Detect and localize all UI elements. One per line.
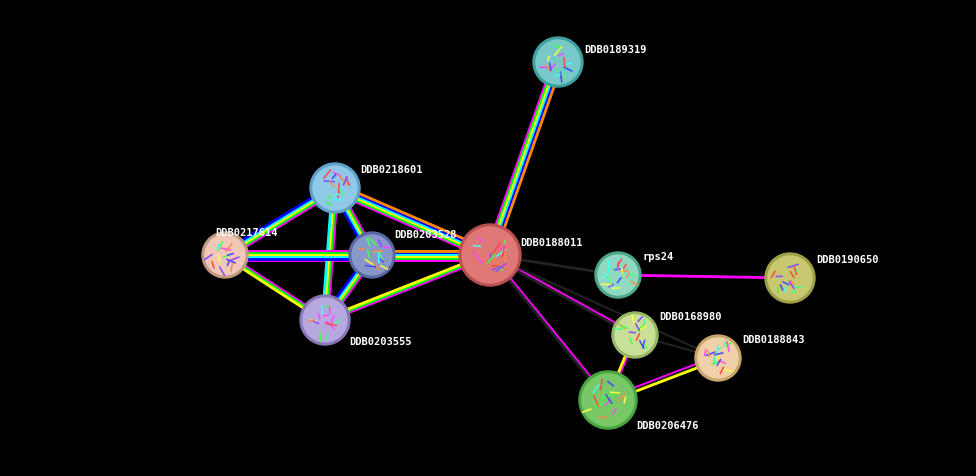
Circle shape <box>533 37 583 87</box>
Circle shape <box>595 252 641 298</box>
Circle shape <box>579 371 637 429</box>
Text: rps24: rps24 <box>642 252 673 262</box>
Circle shape <box>205 235 245 275</box>
Circle shape <box>536 40 580 84</box>
Circle shape <box>582 374 634 426</box>
Circle shape <box>303 298 347 342</box>
Circle shape <box>313 166 357 210</box>
Text: DDB0189319: DDB0189319 <box>584 45 646 55</box>
Text: DDB0188011: DDB0188011 <box>520 238 583 248</box>
Circle shape <box>462 227 518 283</box>
Text: DDB0190650: DDB0190650 <box>816 255 878 265</box>
Circle shape <box>765 253 815 303</box>
Circle shape <box>698 338 738 378</box>
Circle shape <box>202 232 248 278</box>
Text: DDB0217614: DDB0217614 <box>215 228 277 238</box>
Circle shape <box>615 315 655 355</box>
Circle shape <box>352 235 392 275</box>
Text: DDB0218601: DDB0218601 <box>360 165 423 175</box>
Text: DDB0168980: DDB0168980 <box>659 312 721 322</box>
Text: DDB0206476: DDB0206476 <box>636 421 699 431</box>
Text: DDB0203528: DDB0203528 <box>394 230 457 240</box>
Circle shape <box>300 295 350 345</box>
Circle shape <box>768 256 812 300</box>
Circle shape <box>310 163 360 213</box>
Circle shape <box>612 312 658 358</box>
Circle shape <box>695 335 741 381</box>
Circle shape <box>459 224 521 286</box>
Text: DDB0188843: DDB0188843 <box>742 335 804 345</box>
Text: DDB0203555: DDB0203555 <box>349 337 412 347</box>
Circle shape <box>349 232 395 278</box>
Circle shape <box>598 255 638 295</box>
